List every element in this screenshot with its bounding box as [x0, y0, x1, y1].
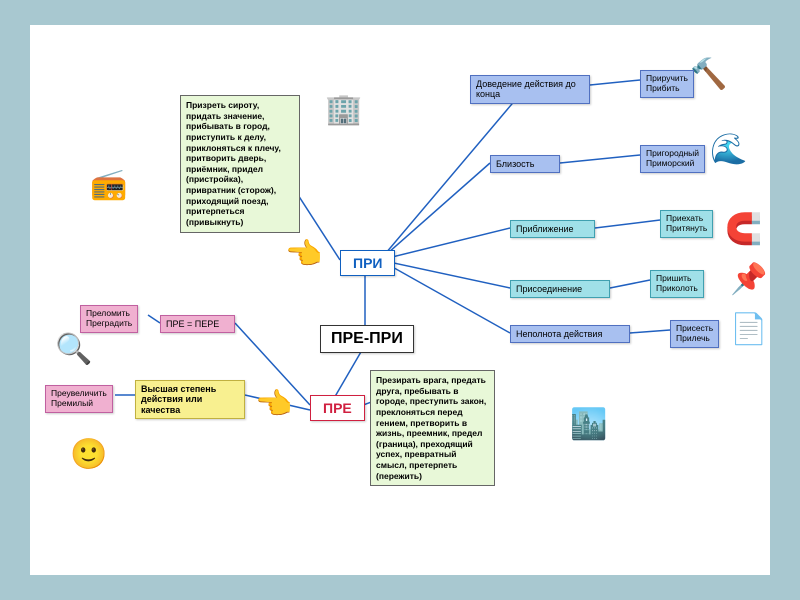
pri-ex-proximity: ПригородныйПриморский: [640, 145, 705, 173]
pre-textbox: Презирать врага, предать друга, пребыват…: [370, 370, 495, 486]
pri-hub: ПРИ: [340, 250, 395, 276]
pri-ex-incompleteness: ПрисестьПрилечь: [670, 320, 719, 348]
buildings-icon: 🏢: [325, 95, 362, 125]
example-word: Приколоть: [656, 284, 698, 294]
hand-icon: 👈: [255, 390, 292, 420]
magnet-icon: 🧲: [725, 215, 762, 245]
pin-icon: 📌: [730, 265, 767, 295]
diagram-canvas: 📻 🏢 🔨 🌊 🧲 📌 📄 🏙️ 🔍 🙂 👈 👈 ПРЕ-ПРИ ПРИ ПРЕ…: [30, 25, 770, 575]
pre-ex-superlative: ПреувеличитьПремилый: [45, 385, 113, 413]
pri-cat-proximity: Близость: [490, 155, 560, 173]
center-label: ПРЕ-ПРИ: [331, 330, 403, 347]
pri-textbox-content: Призреть сироту, придать значение, прибы…: [186, 100, 281, 227]
pri-ex-completion: ПриручитьПрибить: [640, 70, 694, 98]
hammer-icon: 🔨: [690, 60, 727, 90]
example-word: Премилый: [51, 399, 107, 409]
example-word: Прибить: [646, 84, 688, 94]
smile-icon: 🙂: [70, 440, 107, 470]
pri-cat-incompleteness: Неполнота действия: [510, 325, 630, 343]
cat-label: ПРЕ = ПЕРЕ: [166, 319, 219, 329]
example-word: Приморский: [646, 159, 699, 169]
example-word: Притянуть: [666, 224, 707, 234]
magnifier-icon: 🔍: [55, 335, 92, 365]
cat-label: Приближение: [516, 224, 574, 234]
pre-cat-superlative: Высшая степень действия или качества: [135, 380, 245, 419]
buildings2-icon: 🏙️: [570, 410, 607, 440]
pre-textbox-content: Презирать врага, предать друга, пребыват…: [376, 375, 486, 481]
pri-label: ПРИ: [353, 255, 382, 271]
radio-icon: 📻: [90, 170, 127, 200]
cat-label: Присоединение: [516, 284, 582, 294]
cat-label: Близость: [496, 159, 534, 169]
pri-cat-completion: Доведение действия до конца: [470, 75, 590, 104]
pre-ex-pere: ПреломитьПреградить: [80, 305, 138, 333]
papers-icon: 📄: [730, 315, 767, 345]
wave-icon: 🌊: [710, 135, 747, 165]
cat-label: Доведение действия до конца: [476, 79, 576, 99]
cat-label: Неполнота действия: [516, 329, 602, 339]
cat-label: Высшая степень действия или качества: [141, 384, 216, 415]
pri-cat-approach: Приближение: [510, 220, 595, 238]
pri-ex-attachment: ПришитьПриколоть: [650, 270, 704, 298]
example-word: Прилечь: [676, 334, 713, 344]
pri-cat-attachment: Присоединение: [510, 280, 610, 298]
connector-lines: [30, 25, 770, 575]
pre-cat-pere: ПРЕ = ПЕРЕ: [160, 315, 235, 333]
pre-label: ПРЕ: [323, 400, 352, 416]
center-node: ПРЕ-ПРИ: [320, 325, 414, 353]
example-word: Преградить: [86, 319, 132, 329]
pri-ex-approach: ПриехатьПритянуть: [660, 210, 713, 238]
pre-hub: ПРЕ: [310, 395, 365, 421]
pri-textbox: Призреть сироту, придать значение, прибы…: [180, 95, 300, 233]
hand-icon: 👈: [285, 240, 322, 270]
